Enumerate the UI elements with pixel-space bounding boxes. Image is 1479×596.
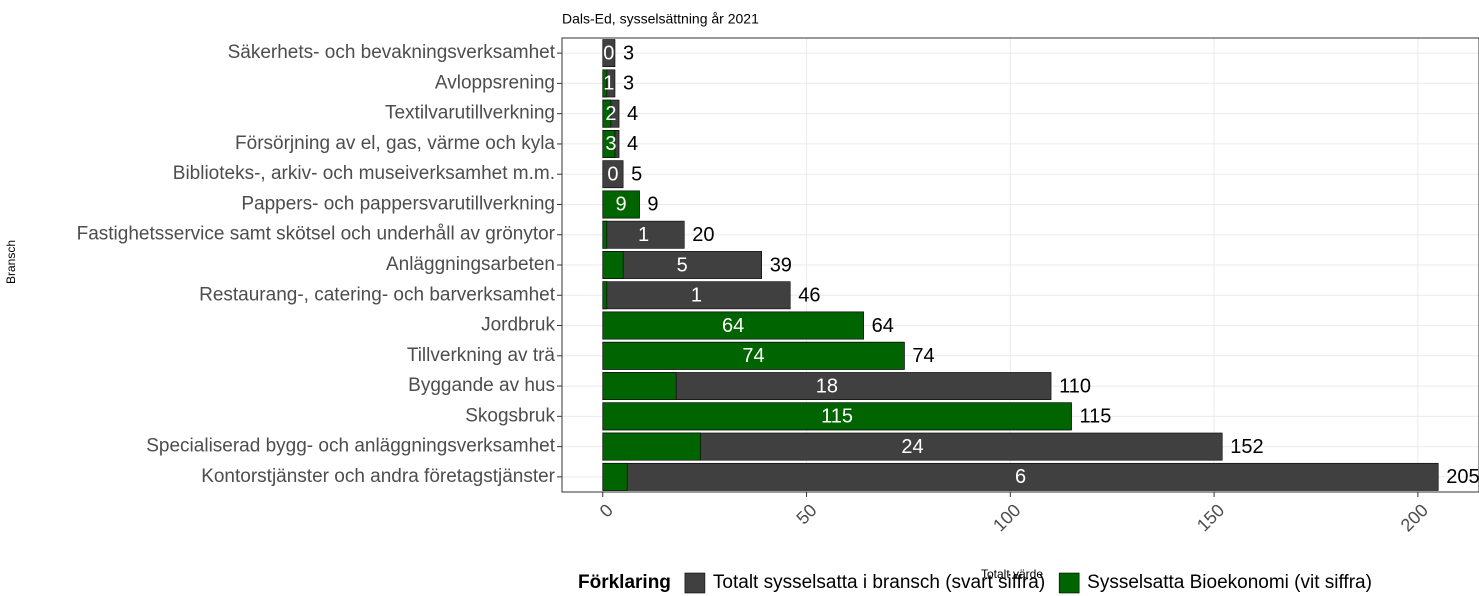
value-label: 152: [1230, 436, 1263, 458]
y-tick-label: Skogsbruk: [465, 405, 555, 426]
value-label: 0: [607, 163, 618, 185]
value-label: 9: [616, 194, 627, 216]
value-label: 64: [872, 315, 894, 337]
value-label: 20: [692, 224, 714, 246]
bar: [602, 432, 701, 461]
y-tick-label: Säkerhets- och bevakningsverksamhet: [228, 42, 556, 63]
bar: [602, 372, 677, 400]
value-label: 4: [627, 103, 638, 125]
bar: [602, 99, 612, 128]
value-label: 0: [603, 42, 614, 64]
value-label: 3: [605, 133, 616, 155]
bar: [602, 462, 1439, 491]
bar: [602, 372, 1052, 400]
bar: [602, 341, 905, 370]
x-tick-label: 200: [1397, 500, 1432, 535]
y-axis-label: Bransch: [4, 240, 18, 284]
x-tick-label: 100: [989, 500, 1024, 535]
plot-border: [561, 37, 1479, 493]
value-label: 4: [627, 133, 638, 155]
value-label: 6: [1015, 466, 1026, 488]
value-label: 5: [631, 163, 642, 185]
value-label: 110: [1059, 375, 1091, 397]
y-tick-label: Kontorstjänster och andra företagstjänst…: [201, 466, 555, 487]
value-label: 74: [742, 345, 764, 367]
y-tick-label: Specialiserad bygg- och anläggningsverks…: [146, 436, 555, 457]
x-tick-label: 0: [596, 500, 617, 521]
value-label: 9: [647, 194, 658, 216]
value-label: 115: [1079, 406, 1111, 428]
value-label: 1: [603, 73, 614, 95]
bar: [602, 220, 685, 249]
value-label: 39: [770, 254, 792, 276]
value-label: 74: [912, 345, 934, 367]
value-label: 1: [691, 285, 702, 307]
legend-title: Förklaring: [578, 572, 671, 593]
legend-label: Sysselsatta Bioekonomi (vit siffra): [1087, 572, 1372, 593]
y-tick-label: Anläggningsarbeten: [386, 254, 555, 275]
y-tick-label: Jordbruk: [481, 315, 555, 336]
value-label: 1: [638, 224, 649, 246]
value-label: 5: [677, 254, 688, 276]
y-tick-label: Biblioteks-, arkiv- och museiverksamhet …: [173, 163, 555, 184]
bar: [602, 311, 864, 340]
bar: [602, 462, 628, 491]
value-label: 24: [901, 436, 923, 458]
y-tick-label: Fastighetsservice samt skötsel och under…: [77, 224, 556, 245]
bar: [602, 251, 763, 279]
x-tick-label: 150: [1193, 500, 1228, 535]
y-tick-label: Pappers- och pappersvarutillverkning: [241, 193, 555, 214]
bar: [602, 251, 624, 279]
value-label: 3: [623, 73, 634, 95]
bar: [602, 39, 616, 68]
y-tick-label: Textilvarutillverkning: [385, 103, 555, 124]
bar: [602, 281, 608, 310]
y-tick-label: Försörjning av el, gas, värme och kyla: [235, 133, 555, 154]
y-tick-label: Byggande av hus: [408, 375, 555, 396]
bar: [602, 432, 1223, 461]
bar: [602, 281, 791, 310]
bar: [602, 190, 640, 219]
legend-swatch: [684, 572, 706, 594]
value-label: 18: [816, 375, 838, 397]
value-label: 64: [722, 315, 744, 337]
bar: [602, 130, 616, 158]
value-label: 205: [1446, 466, 1479, 488]
value-label: 2: [605, 103, 616, 125]
x-tick-label: 50: [792, 500, 820, 528]
bar: [602, 402, 1072, 431]
value-label: 3: [623, 42, 634, 64]
x-axis-label: Totalt värde: [981, 567, 1043, 581]
y-tick-label: Tillverkning av trä: [407, 345, 556, 366]
value-label: 115: [821, 406, 853, 428]
bar: [602, 220, 608, 249]
chart-title: Dals-Ed, sysselsättning år 2021: [562, 11, 759, 27]
value-label: 46: [798, 285, 820, 307]
y-tick-label: Avloppsrening: [435, 72, 555, 93]
bar: [602, 69, 608, 98]
legend-swatch: [1058, 572, 1080, 594]
legend-label: Totalt sysselsatta i bransch (svart siff…: [713, 572, 1045, 593]
y-tick-label: Restaurang-, catering- och barverksamhet: [199, 284, 556, 305]
bar: [602, 160, 624, 189]
